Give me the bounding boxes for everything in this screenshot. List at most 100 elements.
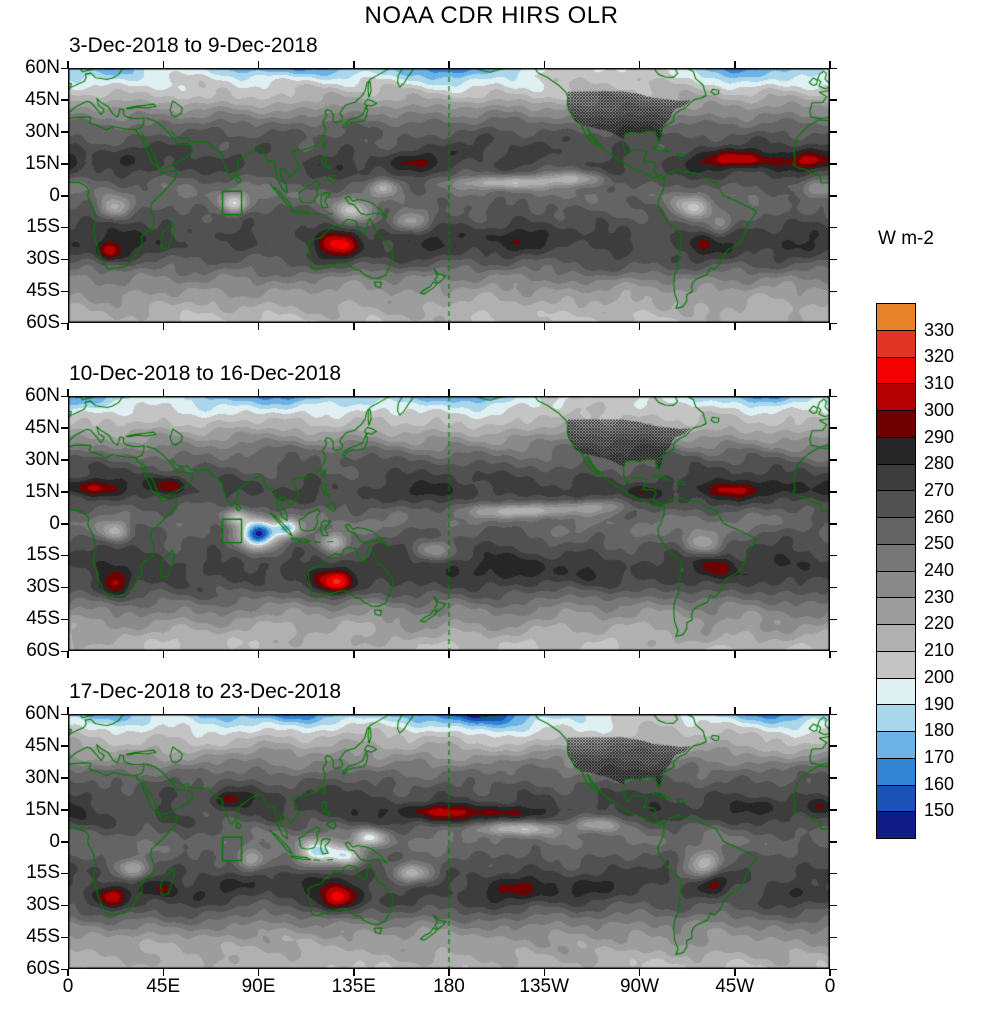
panel-3-subtitle: 17-Dec-2018 to 23-Dec-2018 bbox=[69, 680, 341, 703]
lon-tick-mark bbox=[829, 389, 831, 396]
colorbar-label: 160 bbox=[924, 773, 955, 794]
lon-tick-mark bbox=[543, 707, 545, 714]
lat-tick-mark bbox=[61, 968, 68, 970]
lat-tick-label: 30S bbox=[26, 576, 60, 598]
colorbar-label: 220 bbox=[924, 613, 955, 634]
lon-tick-mark bbox=[734, 389, 736, 396]
lat-tick-label: 0 bbox=[49, 184, 60, 206]
lat-tick-mark bbox=[830, 67, 837, 69]
lon-tick-mark bbox=[829, 61, 831, 68]
lon-tick-mark bbox=[257, 651, 260, 658]
lon-tick-mark bbox=[543, 969, 545, 976]
lon-tick-mark bbox=[257, 707, 260, 714]
lat-tick-label: 60S bbox=[26, 640, 60, 661]
colorbar-box bbox=[877, 812, 915, 838]
colorbar-label: 300 bbox=[924, 399, 955, 420]
lat-tick-label: 60N bbox=[25, 57, 60, 78]
colorbar-label: 230 bbox=[924, 586, 955, 607]
lat-tick-label: 45S bbox=[26, 926, 60, 948]
lon-tick-mark bbox=[638, 969, 641, 976]
lon-tick-mark bbox=[638, 389, 641, 396]
colorbar-label: 250 bbox=[924, 533, 955, 554]
colorbar-label: 170 bbox=[924, 746, 955, 767]
lat-tick-mark bbox=[61, 395, 68, 397]
lon-tick-label: 0 bbox=[62, 976, 74, 997]
lon-tick-mark bbox=[543, 389, 545, 396]
lat-tick-label: 30N bbox=[25, 766, 60, 788]
lon-tick-mark bbox=[162, 969, 164, 976]
lat-tick-label: 30S bbox=[26, 894, 60, 916]
colorbar-box bbox=[877, 651, 915, 679]
lon-tick-mark bbox=[162, 651, 164, 658]
lat-tick-label: 45S bbox=[26, 608, 60, 630]
colorbar-label: 180 bbox=[924, 720, 955, 741]
lat-tick-mark bbox=[830, 459, 837, 461]
lon-tick-label: 45W bbox=[715, 976, 755, 997]
lat-tick-mark bbox=[830, 872, 837, 875]
colorbar-label: 260 bbox=[924, 506, 955, 527]
lat-tick-mark bbox=[61, 322, 68, 324]
lat-tick-label: 15S bbox=[26, 862, 60, 884]
lon-tick-mark bbox=[448, 707, 450, 714]
colorbar-box bbox=[877, 437, 915, 465]
lat-tick-mark bbox=[830, 904, 837, 907]
colorbar-label: 280 bbox=[924, 453, 955, 474]
lat-tick-mark bbox=[61, 67, 68, 69]
colorbar bbox=[876, 303, 916, 839]
lon-tick-mark bbox=[734, 61, 736, 68]
panel-1-subtitle: 3-Dec-2018 to 9-Dec-2018 bbox=[69, 34, 318, 57]
colorbar-box bbox=[877, 678, 915, 706]
lat-tick-mark bbox=[830, 427, 837, 429]
lat-tick-mark bbox=[830, 586, 837, 589]
lat-tick-mark bbox=[61, 554, 68, 557]
lat-tick-label: 15N bbox=[25, 152, 60, 174]
lon-tick-mark bbox=[448, 969, 450, 976]
lon-tick-mark bbox=[67, 651, 69, 658]
colorbar-box bbox=[877, 491, 915, 518]
lon-tick-mark bbox=[448, 651, 450, 658]
colorbar-box bbox=[877, 571, 915, 599]
lon-tick-mark bbox=[543, 61, 545, 68]
lon-tick-label: 45E bbox=[146, 976, 181, 997]
colorbar-box bbox=[877, 705, 915, 732]
lat-tick-mark bbox=[61, 745, 68, 747]
lat-tick-mark bbox=[61, 226, 68, 229]
lat-tick-mark bbox=[830, 809, 837, 811]
lat-tick-label: 30N bbox=[25, 120, 60, 142]
lat-tick-mark bbox=[61, 936, 68, 939]
lat-tick-mark bbox=[61, 586, 68, 589]
lat-tick-mark bbox=[830, 745, 837, 747]
colorbar-box bbox=[877, 384, 915, 411]
lat-tick-mark bbox=[830, 650, 837, 652]
lat-tick-mark bbox=[61, 459, 68, 461]
lat-tick-mark bbox=[61, 650, 68, 652]
lat-tick-mark bbox=[61, 195, 68, 197]
lon-tick-mark bbox=[638, 651, 641, 658]
lat-tick-mark bbox=[61, 290, 68, 293]
lon-tick-mark bbox=[257, 61, 260, 68]
colorbar-box bbox=[877, 304, 915, 331]
lon-tick-mark bbox=[448, 323, 450, 330]
colorbar-box bbox=[877, 464, 915, 492]
lat-tick-label: 60N bbox=[25, 703, 60, 724]
lon-tick-mark bbox=[67, 61, 69, 68]
lat-tick-mark bbox=[61, 872, 68, 875]
lat-tick-mark bbox=[830, 226, 837, 229]
colorbar-label: 270 bbox=[924, 479, 955, 500]
lat-tick-label: 0 bbox=[49, 512, 60, 534]
panel-2-subtitle: 10-Dec-2018 to 16-Dec-2018 bbox=[69, 362, 341, 385]
lon-tick-label: 135W bbox=[519, 976, 570, 997]
lat-tick-mark bbox=[61, 777, 68, 779]
lat-tick-mark bbox=[830, 195, 837, 197]
lat-tick-label: 15S bbox=[26, 544, 60, 566]
lon-tick-mark bbox=[638, 323, 641, 330]
lon-tick-mark bbox=[67, 323, 69, 330]
colorbar-box bbox=[877, 758, 915, 786]
lon-tick-mark bbox=[162, 323, 164, 330]
lat-tick-label: 45S bbox=[26, 280, 60, 302]
lat-tick-mark bbox=[61, 713, 68, 715]
colorbar-box bbox=[877, 785, 915, 813]
lat-tick-label: 30N bbox=[25, 448, 60, 470]
lat-tick-mark bbox=[830, 163, 837, 165]
